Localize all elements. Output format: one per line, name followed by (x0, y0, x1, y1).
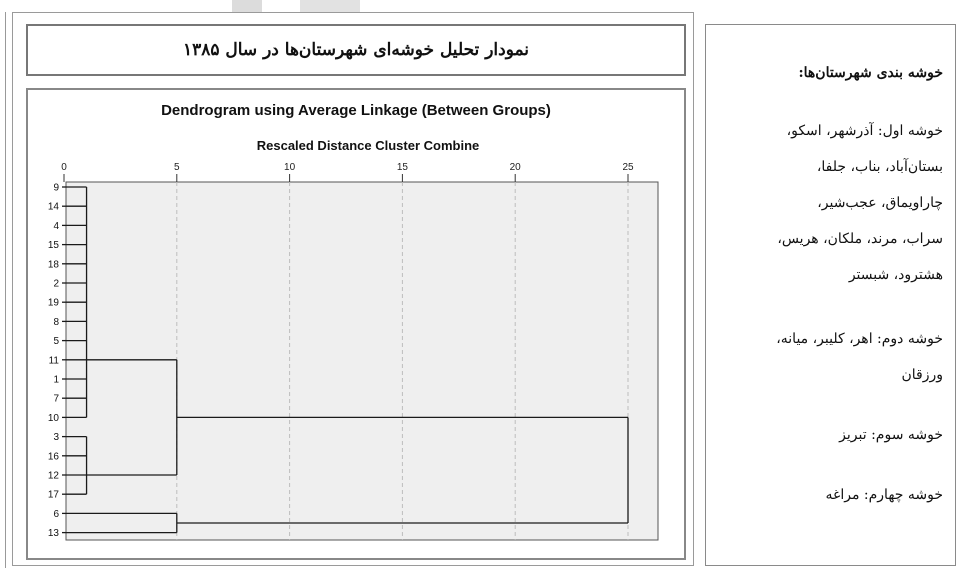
leaf-label-11: 11 (49, 355, 60, 366)
leaf-label-8: 8 (53, 317, 59, 328)
leaf-label-1: 1 (53, 375, 59, 386)
top-edge-mark (300, 0, 360, 12)
cluster-1-line-3: چاراویماق، عجب‌شیر، (817, 195, 943, 211)
leaf-label-13: 13 (48, 528, 60, 539)
dendrogram-chart: Dendrogram using Average Linkage (Betwee… (26, 88, 686, 560)
leaf-label-17: 17 (48, 490, 60, 501)
leaf-label-10: 10 (48, 413, 60, 424)
plot-area (65, 181, 659, 541)
cluster-1-line-5: هشترود، شبستر (848, 267, 943, 283)
leaf-label-5: 5 (53, 336, 59, 347)
leaf-label-18: 18 (48, 259, 60, 270)
cluster-3-line: خوشه سوم: تبریز (839, 427, 943, 443)
x-tick-label: 10 (284, 162, 296, 173)
cluster-1-line-2: بستان‌آباد، بناب، جلفا، (816, 159, 943, 175)
x-tick-label: 15 (397, 162, 409, 173)
page-left-rule (5, 12, 6, 568)
dendrogram-svg: Dendrogram using Average Linkage (Betwee… (48, 102, 659, 541)
cluster-legend-heading: خوشه بندی شهرستان‌ها: (798, 65, 943, 81)
cluster-4-line: خوشه چهارم: مراغه (825, 487, 943, 503)
cluster-2-line-2: ورزقان (901, 367, 943, 383)
top-edge-mark (232, 0, 262, 12)
cluster-1-line-4: سراب، مرند، ملکان، هریس، (777, 231, 943, 247)
leaf-label-4: 4 (53, 221, 59, 232)
title-box: نمودار تحلیل خوشه‌ای شهرستان‌ها در سال ۱… (26, 24, 686, 76)
leaf-label-15: 15 (48, 240, 60, 251)
cluster-2-line-1: خوشه دوم: اهر، کلیبر، میانه، (776, 331, 943, 347)
chart-subtitle: Rescaled Distance Cluster Combine (257, 138, 480, 153)
chart-title: Dendrogram using Average Linkage (Betwee… (161, 102, 551, 119)
leaf-label-7: 7 (53, 394, 59, 405)
page-title: نمودار تحلیل خوشه‌ای شهرستان‌ها در سال ۱… (182, 40, 530, 60)
leaf-label-16: 16 (48, 451, 60, 462)
x-tick-label: 0 (61, 162, 67, 173)
cluster-1-line-1: خوشه اول: آذرشهر، اسکو، (786, 123, 943, 139)
leaf-label-2: 2 (53, 279, 59, 290)
leaf-label-6: 6 (53, 509, 59, 520)
cluster-legend-panel: خوشه بندی شهرستان‌ها: خوشه اول: آذرشهر، … (705, 24, 956, 566)
x-tick-label: 25 (622, 162, 634, 173)
leaf-label-9: 9 (53, 183, 59, 194)
x-tick-label: 20 (510, 162, 522, 173)
leaf-label-12: 12 (48, 471, 60, 482)
leaf-label-14: 14 (48, 202, 60, 213)
x-tick-label: 5 (174, 162, 180, 173)
leaf-label-19: 19 (48, 298, 60, 309)
leaf-label-3: 3 (53, 432, 59, 443)
